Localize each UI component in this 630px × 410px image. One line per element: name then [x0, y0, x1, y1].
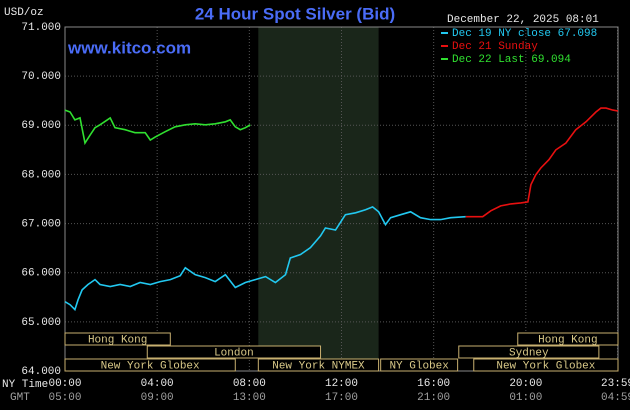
y-tick-label: 71.000 — [21, 22, 61, 34]
y-tick-label: 68.000 — [21, 169, 61, 181]
x-tick-label: 08:00 — [233, 378, 266, 390]
session-shade — [258, 27, 379, 371]
site-label: www.kitco.com — [67, 38, 191, 57]
session-box — [458, 345, 600, 359]
session-box — [64, 332, 171, 346]
session-box — [257, 358, 380, 372]
y-tick-label: 70.000 — [21, 71, 61, 83]
y-axis-label: USD/oz — [4, 7, 44, 19]
session-label: London — [214, 347, 254, 359]
session-label: Hong Kong — [538, 334, 597, 346]
legend-label: Dec 21 Sunday — [452, 41, 538, 53]
x2-row-label: GMT — [10, 392, 30, 404]
x2-tick-label: 09:00 — [141, 392, 174, 404]
session-box — [64, 358, 236, 372]
session-box — [473, 358, 619, 372]
price-line — [465, 107, 619, 218]
x2-tick-label: 01:00 — [509, 392, 542, 404]
legend-label: Dec 19 NY close 67.098 — [452, 28, 597, 40]
y-tick-label: 66.000 — [21, 268, 61, 280]
x-tick-label: 23:59 — [601, 378, 630, 390]
session-label: New York Globex — [496, 360, 595, 372]
x-tick-label: 20:00 — [509, 378, 542, 390]
session-label: Sydney — [509, 347, 549, 359]
x2-tick-label: 04:59 — [601, 392, 630, 404]
chart-title: 24 Hour Spot Silver (Bid) — [195, 4, 395, 23]
legend-label: Dec 22 Last 69.094 — [452, 54, 571, 66]
x-tick-label: 16:00 — [417, 378, 450, 390]
session-box — [146, 345, 322, 359]
session-label: New York Globex — [101, 360, 200, 372]
x2-tick-label: 13:00 — [233, 392, 266, 404]
y-tick-label: 67.000 — [21, 218, 61, 230]
price-line — [64, 205, 466, 312]
x2-tick-label: 21:00 — [417, 392, 450, 404]
x-row-label: NY Time — [2, 379, 48, 391]
session-label: NY Globex — [389, 360, 449, 372]
x-tick-label: 00:00 — [48, 378, 81, 390]
session-box — [380, 358, 459, 372]
x-tick-label: 04:00 — [141, 378, 174, 390]
y-tick-label: 65.000 — [21, 317, 61, 329]
session-label: New York NYMEX — [272, 360, 365, 372]
session-label: Hong Kong — [88, 334, 147, 346]
timestamp: December 22, 2025 08:01 — [447, 14, 599, 26]
x2-tick-label: 17:00 — [325, 392, 358, 404]
x2-tick-label: 05:00 — [48, 392, 81, 404]
x-tick-label: 12:00 — [325, 378, 358, 390]
price-line — [64, 109, 251, 146]
session-box — [517, 332, 619, 346]
y-tick-label: 69.000 — [21, 120, 61, 132]
y-tick-label: 64.000 — [21, 366, 61, 378]
